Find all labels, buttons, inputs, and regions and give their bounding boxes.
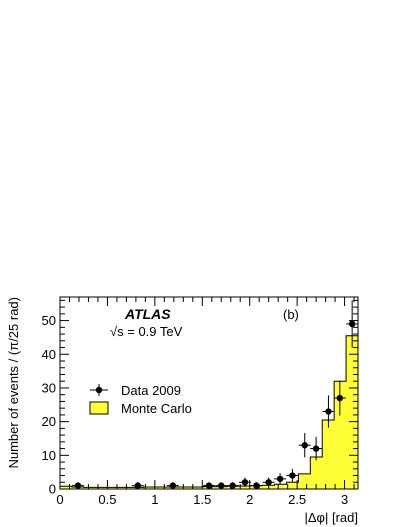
x-tick-label: 0.5 xyxy=(98,492,116,507)
data-point xyxy=(336,394,344,402)
mc-bin xyxy=(346,335,358,489)
mc-bin xyxy=(83,487,96,489)
mc-bin xyxy=(60,486,72,489)
x-axis-title: |Δφ| [rad] xyxy=(305,510,359,525)
x-tick-label: 2.5 xyxy=(288,492,306,507)
mc-bin xyxy=(191,486,204,489)
mc-bin xyxy=(334,381,347,489)
mc-bin xyxy=(179,486,192,489)
x-tick-label: 2 xyxy=(246,492,253,507)
mc-bin xyxy=(155,486,168,489)
data-point xyxy=(348,320,356,328)
experiment-label: ATLAS xyxy=(124,306,171,322)
mc-bin xyxy=(107,487,120,489)
x-tick-label: 0 xyxy=(56,492,63,507)
panel-label: (b) xyxy=(283,307,299,322)
y-tick-label: 50 xyxy=(42,313,56,328)
mc-bin xyxy=(238,485,251,489)
y-tick-label: 40 xyxy=(42,347,56,362)
x-tick-label: 1 xyxy=(151,492,158,507)
y-axis-title: Number of events / (π/25 rad) xyxy=(6,297,21,469)
mc-bin xyxy=(143,486,156,489)
y-tick-label: 0 xyxy=(49,482,56,497)
y-tick-label: 10 xyxy=(42,448,56,463)
x-tick-label: 1.5 xyxy=(193,492,211,507)
data-point xyxy=(312,445,320,452)
data-point xyxy=(205,482,213,489)
mc-bin xyxy=(298,473,311,489)
plot-frame xyxy=(59,296,359,490)
mc-bin xyxy=(286,482,299,489)
legend-mc-swatch xyxy=(89,401,109,415)
y-tick-label: 20 xyxy=(42,414,56,429)
y-tick-label: 30 xyxy=(42,380,56,395)
mc-bin xyxy=(119,487,132,489)
mc-bin xyxy=(274,484,287,489)
x-tick-label: 3 xyxy=(341,492,348,507)
data-point xyxy=(276,475,284,483)
legend-data-marker xyxy=(95,386,103,394)
data-point xyxy=(289,472,296,479)
data-point xyxy=(169,482,177,489)
mc-bin xyxy=(310,457,323,489)
data-point xyxy=(74,482,82,489)
data-point xyxy=(325,408,332,415)
mc-bin xyxy=(95,487,108,489)
data-point xyxy=(301,442,308,449)
energy-label: √s = 0.9 TeV xyxy=(110,324,183,339)
legend: Data 2009 Monte Carlo xyxy=(89,383,192,416)
legend-mc-label: Monte Carlo xyxy=(121,401,192,416)
mc-bin xyxy=(322,419,335,489)
legend-data-label: Data 2009 xyxy=(121,383,181,398)
data-point xyxy=(265,479,272,486)
data-point xyxy=(241,479,249,486)
data-point xyxy=(253,482,260,489)
